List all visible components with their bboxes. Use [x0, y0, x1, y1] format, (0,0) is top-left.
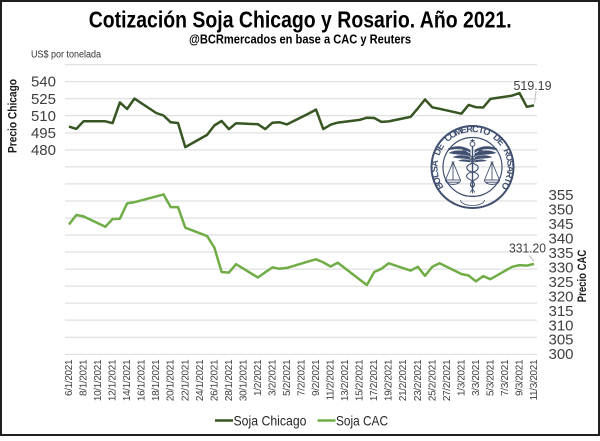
svg-text:350: 350 — [549, 202, 574, 219]
svg-text:24/1/2021: 24/1/2021 — [195, 359, 206, 401]
svg-text:325: 325 — [549, 274, 574, 291]
svg-text:R: R — [501, 147, 513, 157]
svg-text:15/2/2021: 15/2/2021 — [355, 359, 366, 401]
svg-text:O: O — [447, 128, 458, 140]
svg-text:17/2/2021: 17/2/2021 — [369, 359, 380, 401]
svg-text:5/2/2021: 5/2/2021 — [282, 359, 293, 396]
svg-text:9/3/2021: 9/3/2021 — [515, 359, 526, 396]
svg-text:Soja Chicago: Soja Chicago — [234, 413, 307, 429]
svg-text:8/1/2021: 8/1/2021 — [79, 359, 90, 396]
svg-text:S: S — [429, 166, 439, 173]
svg-text:6/1/2021: 6/1/2021 — [64, 359, 75, 396]
svg-text:315: 315 — [549, 303, 574, 320]
svg-text:27/2/2021: 27/2/2021 — [442, 359, 453, 401]
svg-text:B: B — [433, 180, 445, 191]
svg-text:7/2/2021: 7/2/2021 — [297, 359, 308, 396]
svg-text:7/3/2021: 7/3/2021 — [500, 359, 511, 396]
svg-text:A: A — [429, 159, 440, 167]
svg-text:US$ por tonelada: US$ por tonelada — [31, 50, 101, 61]
svg-text:19/2/2021: 19/2/2021 — [384, 359, 395, 401]
svg-text:480: 480 — [31, 142, 56, 159]
svg-text:3/2/2021: 3/2/2021 — [267, 359, 278, 396]
svg-text:16/1/2021: 16/1/2021 — [137, 359, 148, 401]
svg-text:O: O — [499, 180, 511, 191]
svg-text:300: 300 — [549, 346, 574, 363]
svg-text:R: R — [466, 124, 474, 135]
svg-text:D: D — [432, 147, 444, 157]
svg-text:331.20: 331.20 — [509, 242, 546, 256]
svg-text:O: O — [431, 176, 443, 186]
svg-text:L: L — [430, 171, 441, 179]
svg-text:A: A — [505, 166, 515, 174]
svg-text:20/1/2021: 20/1/2021 — [166, 359, 177, 401]
svg-text:310: 310 — [549, 317, 574, 334]
svg-text:Cotización Soja Chicago y Rosa: Cotización Soja Chicago y Rosario. Año 2… — [89, 7, 512, 33]
svg-text:R: R — [504, 171, 515, 180]
svg-text:1/3/2021: 1/3/2021 — [456, 359, 467, 396]
svg-text:10/1/2021: 10/1/2021 — [93, 359, 104, 401]
svg-text:Soja CAC: Soja CAC — [336, 413, 388, 429]
svg-text:495: 495 — [31, 125, 56, 142]
svg-text:335: 335 — [549, 245, 574, 262]
svg-text:23/2/2021: 23/2/2021 — [413, 359, 424, 401]
svg-text:@BCRmercados en base a CAC y R: @BCRmercados en base a CAC y Reuters — [189, 33, 411, 47]
svg-text:519.19: 519.19 — [514, 79, 552, 93]
svg-text:13/2/2021: 13/2/2021 — [340, 359, 351, 401]
svg-text:320: 320 — [549, 288, 574, 305]
svg-text:21/2/2021: 21/2/2021 — [398, 359, 409, 401]
svg-text:14/1/2021: 14/1/2021 — [122, 359, 133, 401]
svg-text:525: 525 — [31, 91, 56, 108]
svg-text:330: 330 — [549, 259, 574, 276]
svg-text:26/1/2021: 26/1/2021 — [209, 359, 220, 401]
svg-text:540: 540 — [31, 74, 56, 91]
svg-text:345: 345 — [549, 216, 574, 233]
svg-text:340: 340 — [549, 230, 574, 247]
svg-text:3/3/2021: 3/3/2021 — [471, 359, 482, 396]
svg-text:510: 510 — [31, 108, 56, 125]
svg-text:12/1/2021: 12/1/2021 — [108, 359, 119, 401]
svg-text:11/2/2021: 11/2/2021 — [326, 359, 337, 400]
svg-text:E: E — [434, 141, 446, 152]
svg-text:O: O — [504, 153, 515, 162]
svg-text:25/2/2021: 25/2/2021 — [427, 359, 438, 401]
svg-text:Precio CAC: Precio CAC — [577, 250, 589, 303]
svg-text:30/1/2021: 30/1/2021 — [238, 359, 249, 401]
svg-text:I: I — [503, 178, 513, 184]
svg-text:C: C — [472, 124, 480, 135]
svg-text:E: E — [460, 124, 468, 135]
svg-text:I: I — [479, 125, 484, 135]
svg-text:C: C — [442, 132, 454, 144]
svg-text:1/2/2021: 1/2/2021 — [253, 359, 264, 396]
svg-text:11/3/2021: 11/3/2021 — [529, 359, 540, 400]
svg-text:305: 305 — [549, 332, 574, 349]
svg-text:22/1/2021: 22/1/2021 — [180, 359, 191, 401]
svg-text:E: E — [495, 136, 507, 147]
svg-text:D: D — [491, 132, 503, 144]
svg-text:O: O — [482, 126, 492, 138]
svg-text:Precio Chicago: Precio Chicago — [8, 79, 20, 153]
svg-text:28/1/2021: 28/1/2021 — [224, 359, 235, 401]
svg-text:S: S — [505, 160, 516, 167]
svg-text:M: M — [453, 126, 464, 138]
svg-text:5/3/2021: 5/3/2021 — [485, 359, 496, 396]
svg-text:9/2/2021: 9/2/2021 — [311, 359, 322, 396]
svg-text:18/1/2021: 18/1/2021 — [151, 359, 162, 401]
svg-text:355: 355 — [549, 187, 574, 204]
